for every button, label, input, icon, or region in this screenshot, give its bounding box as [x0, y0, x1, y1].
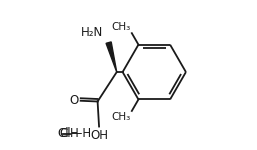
Text: H: H	[70, 127, 79, 140]
Text: O: O	[69, 94, 78, 106]
Text: OH: OH	[90, 129, 108, 142]
Text: H₂N: H₂N	[80, 26, 103, 39]
Text: CH₃: CH₃	[112, 112, 131, 122]
Text: Cl: Cl	[58, 127, 69, 140]
Text: CH₃: CH₃	[112, 22, 131, 32]
Text: Cl—H: Cl—H	[59, 127, 91, 140]
Polygon shape	[106, 42, 117, 72]
